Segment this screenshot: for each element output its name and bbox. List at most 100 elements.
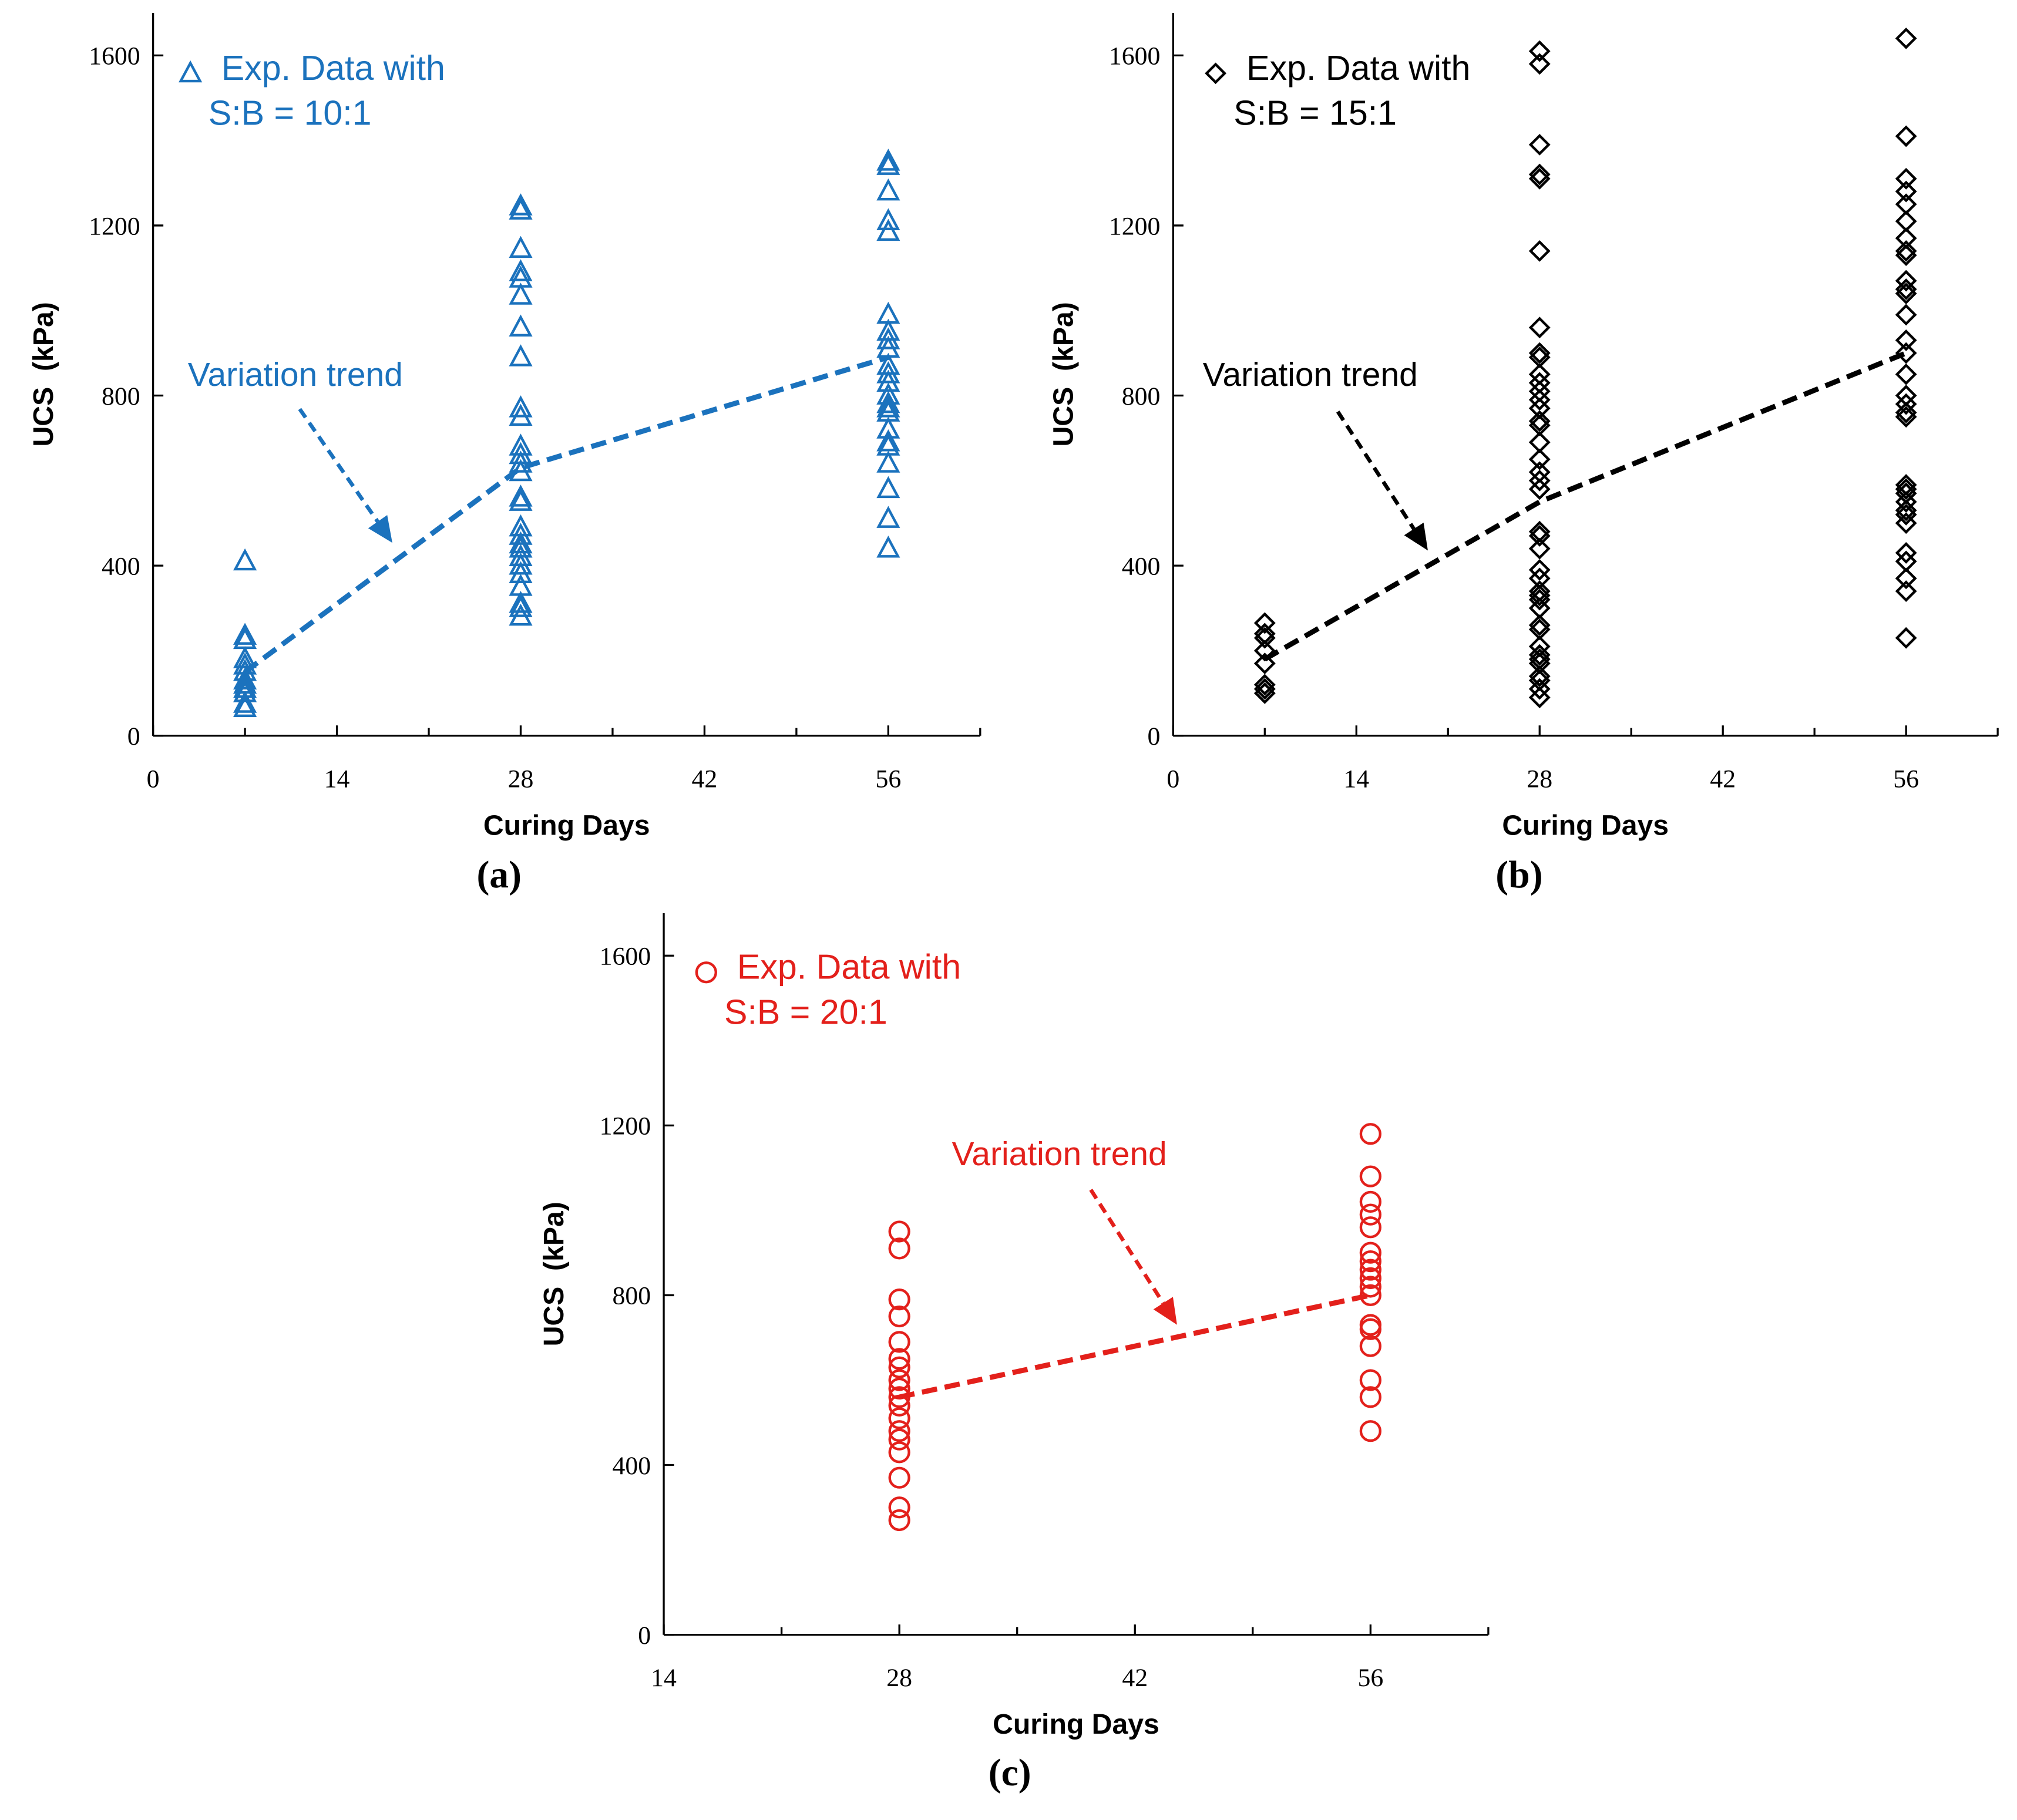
triangle-point xyxy=(233,680,257,702)
triangle-point xyxy=(509,193,533,216)
y-tick-label: 1200 xyxy=(1109,212,1161,240)
circle-point xyxy=(1359,1250,1381,1273)
triangle-point xyxy=(876,391,900,413)
diamond-point xyxy=(1895,503,1917,526)
x-tick-label: 42 xyxy=(1710,765,1736,793)
circle-point xyxy=(1359,1242,1381,1264)
triangle-point xyxy=(876,536,900,558)
circle-point xyxy=(1359,1123,1381,1145)
arrow-head xyxy=(1153,1297,1177,1325)
legend-marker xyxy=(695,961,717,984)
y-tick-label: 400 xyxy=(102,552,140,580)
diamond-point xyxy=(1895,167,1917,190)
diamond-point xyxy=(1528,133,1551,156)
diamond-point xyxy=(1895,304,1917,326)
y-tick-label: 800 xyxy=(1122,382,1161,411)
diamond-point xyxy=(1895,240,1917,262)
annotation-arrow xyxy=(298,408,379,523)
diamond-point xyxy=(1895,478,1917,500)
triangle-point xyxy=(509,489,533,511)
diamond-point xyxy=(1528,614,1551,636)
x-tick-label: 56 xyxy=(875,765,901,793)
x-tick-label: 14 xyxy=(651,1664,677,1692)
diamond-point xyxy=(1895,244,1917,267)
caption: (c) xyxy=(989,1751,1031,1794)
annotation-arrow xyxy=(1089,1189,1165,1304)
triangle-point xyxy=(876,506,900,528)
triangle-point xyxy=(509,450,533,473)
circle-point xyxy=(888,1407,910,1429)
y-tick-label: 1200 xyxy=(89,212,140,240)
diamond-point xyxy=(1528,478,1551,500)
circle-point xyxy=(1359,1267,1381,1290)
triangle-point xyxy=(509,523,533,545)
y-tick-label: 800 xyxy=(102,382,140,411)
y-tick-label: 800 xyxy=(612,1282,651,1310)
diamond-point xyxy=(1895,180,1917,203)
triangle-point xyxy=(876,208,900,231)
y-tick-label: 1600 xyxy=(89,42,140,70)
triangle-point xyxy=(509,603,533,626)
y-tick-label: 0 xyxy=(127,722,140,751)
diamond-point xyxy=(1895,393,1917,415)
circle-point xyxy=(888,1377,910,1400)
circle-point xyxy=(888,1428,910,1451)
trend-line xyxy=(899,1293,1371,1400)
legend-label: Exp. Data with S:B = 10:1 xyxy=(208,49,445,133)
diamond-point xyxy=(1528,410,1551,432)
diamond-point xyxy=(1528,588,1551,611)
diamond-point xyxy=(1528,584,1551,607)
diamond-point xyxy=(1528,240,1551,262)
diamond-point xyxy=(1895,342,1917,364)
triangle-point xyxy=(509,531,533,554)
x-tick-label: 42 xyxy=(1122,1664,1148,1692)
diamond-point xyxy=(1528,163,1551,186)
triangle-point xyxy=(876,369,900,392)
triangle-point xyxy=(233,548,257,571)
diamond-point xyxy=(1253,612,1276,634)
x-tick-label: 56 xyxy=(1357,1664,1383,1692)
diamond-point xyxy=(1253,674,1276,696)
caption: (b) xyxy=(1495,853,1542,896)
triangle-point xyxy=(876,327,900,349)
circle-point xyxy=(1359,1420,1381,1442)
diamond-point xyxy=(1895,282,1917,305)
circle-point xyxy=(1359,1165,1381,1187)
x-tick-label: 56 xyxy=(1893,765,1919,793)
legend-label: Exp. Data with S:B = 15:1 xyxy=(1233,49,1471,133)
diamond-point xyxy=(1528,317,1551,339)
y-tick-label: 400 xyxy=(1122,552,1161,580)
diamond-point xyxy=(1528,644,1551,666)
triangle-point xyxy=(233,646,257,668)
diamond-point xyxy=(1895,270,1917,292)
diamond-point xyxy=(1528,53,1551,75)
triangle-point xyxy=(233,691,257,713)
legend-box: Exp. Data with S:B = 20:1 xyxy=(724,948,961,1031)
triangle-point xyxy=(509,485,533,507)
diamond-point xyxy=(1528,559,1551,581)
triangle-point xyxy=(876,218,900,241)
triangle-point xyxy=(509,591,533,613)
x-tick-label: 28 xyxy=(508,765,534,793)
circle-point xyxy=(1359,1335,1381,1357)
y-tick-label: 0 xyxy=(1148,722,1161,751)
circle-point xyxy=(1359,1216,1381,1239)
diamond-point xyxy=(1895,125,1917,147)
triangle-point xyxy=(509,344,533,366)
trend-line xyxy=(243,355,889,674)
circle-point xyxy=(888,1509,910,1532)
circle-point xyxy=(1359,1318,1381,1340)
triangle-point xyxy=(509,259,533,281)
triangle-point xyxy=(233,667,257,689)
circle-point xyxy=(888,1466,910,1489)
caption: (a) xyxy=(476,853,522,896)
circle-point xyxy=(888,1331,910,1353)
triangle-point xyxy=(876,476,900,499)
triangle-point xyxy=(876,361,900,383)
circle-point xyxy=(888,1496,910,1519)
circle-point xyxy=(888,1348,910,1370)
circle-point xyxy=(888,1356,910,1378)
circle-point xyxy=(1359,1314,1381,1336)
diamond-point xyxy=(1895,627,1917,649)
x-tick-label: 14 xyxy=(1343,765,1369,793)
